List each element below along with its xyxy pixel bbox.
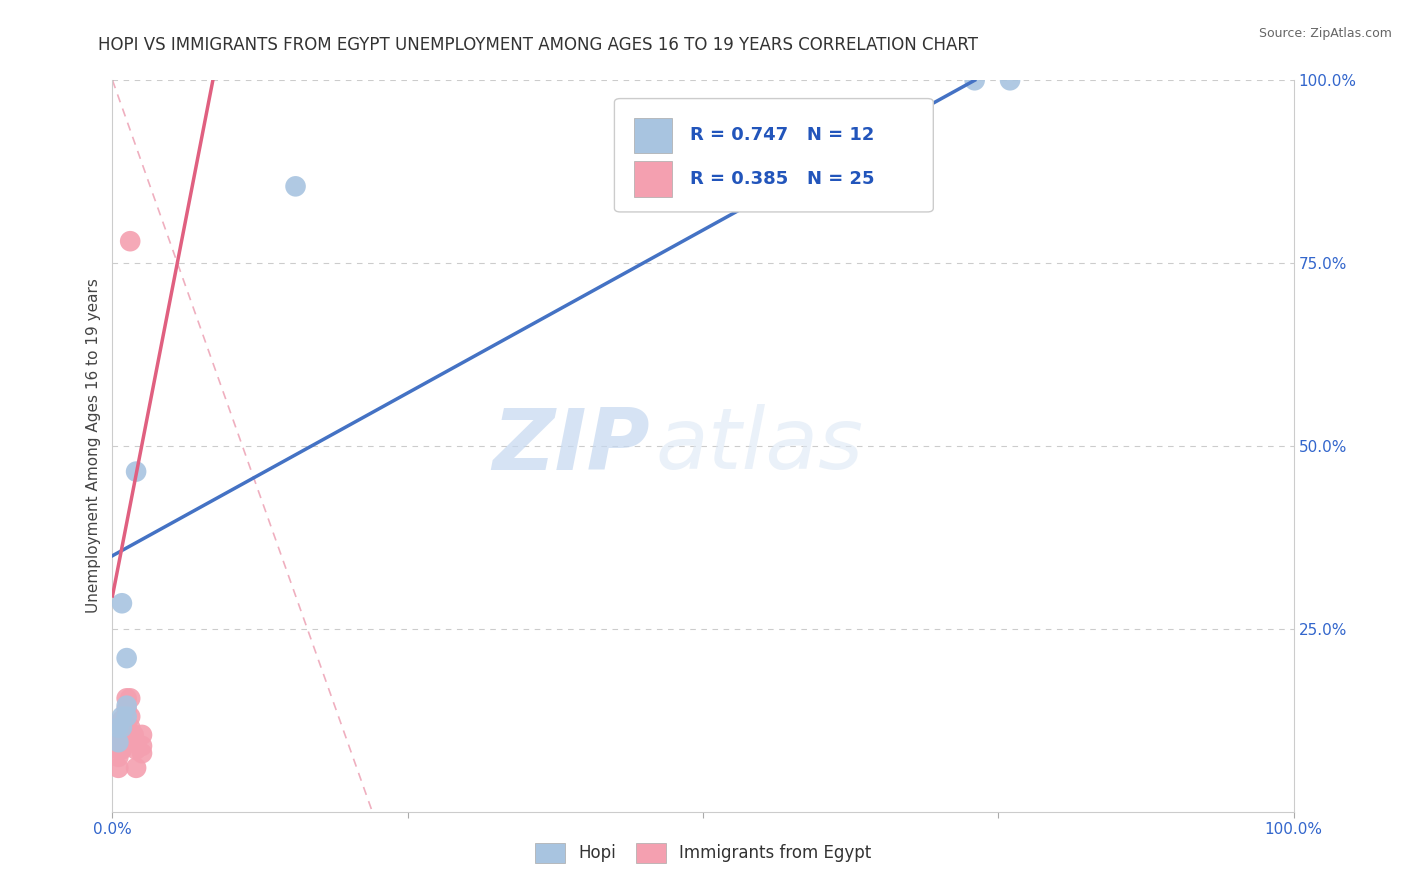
Point [107, 742, 129, 756]
Point [122, 728, 145, 742]
Point [131, 728, 153, 742]
Bar [634, 118, 672, 153]
Point [111, 721, 134, 735]
Point [125, 742, 148, 756]
Point [111, 709, 134, 723]
Point [284, 179, 307, 194]
Point [111, 742, 134, 756]
Point [125, 735, 148, 749]
Point [115, 728, 138, 742]
Point [107, 761, 129, 775]
Point [115, 651, 138, 665]
Point [115, 702, 138, 716]
Legend: Hopi, Immigrants from Egypt: Hopi, Immigrants from Egypt [529, 837, 877, 869]
Bar [634, 161, 672, 196]
Point [111, 714, 134, 728]
Point [107, 735, 129, 749]
Point [998, 73, 1021, 87]
Text: R = 0.385   N = 25: R = 0.385 N = 25 [690, 170, 875, 188]
FancyBboxPatch shape [614, 99, 934, 212]
Point [111, 721, 134, 735]
Point [107, 749, 129, 764]
Point [111, 731, 134, 746]
Point [120, 721, 142, 735]
Point [120, 234, 142, 248]
Point [115, 691, 138, 706]
Point [107, 721, 129, 735]
Point [115, 698, 138, 713]
Text: atlas: atlas [655, 404, 863, 488]
Point [122, 735, 145, 749]
Point [115, 735, 138, 749]
Point [120, 691, 142, 706]
Text: R = 0.747   N = 12: R = 0.747 N = 12 [690, 126, 875, 145]
Point [111, 596, 134, 610]
Point [125, 465, 148, 479]
Point [115, 721, 138, 735]
Point [120, 709, 142, 723]
Point [125, 761, 148, 775]
Point [107, 735, 129, 749]
Y-axis label: Unemployment Among Ages 16 to 19 years: Unemployment Among Ages 16 to 19 years [86, 278, 101, 614]
Text: Source: ZipAtlas.com: Source: ZipAtlas.com [1258, 27, 1392, 40]
Text: ZIP: ZIP [492, 404, 650, 488]
Text: HOPI VS IMMIGRANTS FROM EGYPT UNEMPLOYMENT AMONG AGES 16 TO 19 YEARS CORRELATION: HOPI VS IMMIGRANTS FROM EGYPT UNEMPLOYME… [98, 36, 979, 54]
Point [115, 709, 138, 723]
Point [131, 739, 153, 753]
Point [131, 746, 153, 760]
Point [963, 73, 986, 87]
